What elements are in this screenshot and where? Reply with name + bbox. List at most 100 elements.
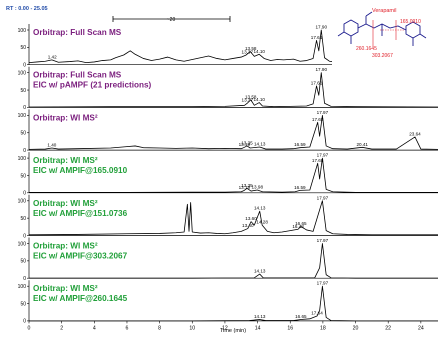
y-tick-label: 50 xyxy=(20,131,26,137)
x-tick-label: 18 xyxy=(320,325,326,331)
peak-label: 13.19 xyxy=(239,185,251,190)
y-tick-label: 50 xyxy=(20,173,26,179)
panel-title: EIC w/ AMPIF@260.1645 xyxy=(33,294,128,303)
chromatogram-trace xyxy=(28,72,439,108)
span-bracket xyxy=(112,16,231,22)
peak-label: 13.58 xyxy=(245,46,257,51)
fragment-label: 260.1645 xyxy=(356,46,377,52)
panel-title: EIC w/ AMPIF@303.2067 xyxy=(33,252,128,261)
y-tick-label: 100 xyxy=(18,241,27,247)
y-tick-label: 100 xyxy=(18,156,27,162)
peak-label: 13.35 xyxy=(241,183,253,188)
peak-label: 16.48 xyxy=(292,224,304,229)
x-tick-label: 16 xyxy=(287,325,293,331)
peak-label: 13.37 xyxy=(242,49,254,54)
chromatogram-panel: 0501001.4213.3713.5814.1017.6117.9023.66… xyxy=(18,24,439,69)
peak-label: 13.98 xyxy=(252,185,264,190)
chromatogram-trace xyxy=(28,29,439,65)
panel-title: Orbitrap: Full Scan MS xyxy=(33,28,122,37)
verapamil-structure xyxy=(332,6,438,68)
y-tick-label: 50 xyxy=(20,259,26,265)
x-tick-label: 2 xyxy=(60,325,63,331)
peak-label: 16.59 xyxy=(294,185,306,190)
peak-label: 17.97 xyxy=(317,238,329,243)
x-tick-label: 10 xyxy=(189,325,195,331)
peak-label: 13.60 xyxy=(245,216,257,221)
x-tick-label: 4 xyxy=(93,325,96,331)
panel-title: Orbitrap: Full Scan MS xyxy=(33,71,122,80)
fragment-label: 303.2067 xyxy=(372,53,393,59)
x-tick-label: 12 xyxy=(222,325,228,331)
peak-label: 16.65 xyxy=(295,221,307,226)
peak-label: 13.37 xyxy=(242,98,254,103)
y-tick-label: 0 xyxy=(23,148,26,154)
y-tick-label: 0 xyxy=(23,319,26,325)
x-tick-label: 20 xyxy=(353,325,359,331)
peak-label: 14.13 xyxy=(254,314,266,319)
y-tick-label: 100 xyxy=(18,113,27,119)
panel-title: Orbitrap: WI MS² xyxy=(33,156,98,165)
x-tick-label: 22 xyxy=(385,325,391,331)
compound-name: Verapamil xyxy=(372,8,396,14)
peak-label: 16.65 xyxy=(295,314,307,319)
peak-label: 17.97 xyxy=(317,195,329,200)
panel-title: Orbitrap: WI MS² xyxy=(33,284,98,293)
chromatogram-trace xyxy=(28,200,438,236)
peak-label: 13.58 xyxy=(245,94,257,99)
panels: 0501001.4213.3713.5814.1017.6117.9023.66… xyxy=(18,24,439,325)
chromatogram-trace xyxy=(29,285,438,322)
y-tick-label: 0 xyxy=(23,233,26,239)
peak-label: 17.97 xyxy=(317,110,329,115)
chromatogram-trace xyxy=(29,243,438,279)
panel-title: EIC w/ pAMPF (21 predictions) xyxy=(33,81,152,90)
rt-range-label: RT : 0.00 - 25.05 xyxy=(6,6,48,12)
y-tick-label: 0 xyxy=(23,105,26,111)
peak-label: 1.40 xyxy=(47,143,56,148)
peak-label: 13.19 xyxy=(239,142,251,147)
x-tick-label: 0 xyxy=(28,325,31,331)
y-tick-label: 50 xyxy=(20,216,26,222)
peak-label: 17.61 xyxy=(311,80,323,85)
panel-title: EIC w/ AMPIF@151.0736 xyxy=(33,209,128,218)
x-tick-label: 24 xyxy=(418,325,424,331)
x-tick-label: 8 xyxy=(158,325,161,331)
peak-label: 17.97 xyxy=(317,281,329,286)
peak-label: 14.13 xyxy=(254,141,266,146)
time-axis: 0 2 4 6 8 10 12 14 16 18 20 22 24 xyxy=(28,320,424,331)
y-tick-label: 50 xyxy=(20,45,26,51)
peak-label: 16.59 xyxy=(294,142,306,147)
y-tick-label: 50 xyxy=(20,88,26,94)
panel-title: Orbitrap: WI MS² xyxy=(33,242,98,251)
peak-label: 17.64 xyxy=(311,311,323,316)
peak-label: 14.10 xyxy=(253,49,265,54)
y-tick-label: 0 xyxy=(23,191,26,197)
peak-label: 17.90 xyxy=(316,25,328,30)
peak-label: 17.61 xyxy=(311,35,323,40)
y-tick-label: 100 xyxy=(18,199,27,205)
peak-label: 13.35 xyxy=(241,140,253,145)
peak-label: 1.42 xyxy=(48,54,57,59)
peak-label: 17.90 xyxy=(316,67,328,72)
y-tick-label: 100 xyxy=(18,71,27,77)
x-tick-label: 14 xyxy=(255,325,261,331)
y-tick-label: 100 xyxy=(18,28,27,34)
peak-label: 14.28 xyxy=(256,220,268,225)
peak-label: 20.41 xyxy=(356,142,368,147)
x-tick-label: 6 xyxy=(126,325,129,331)
fragment-label: 165.0910 xyxy=(400,19,421,25)
peak-label: 14.13 xyxy=(254,206,266,211)
peak-label: 23.64 xyxy=(409,131,421,136)
y-tick-label: 0 xyxy=(23,63,26,69)
panel-title: Orbitrap: WI MS² xyxy=(33,113,98,122)
span-label: ~20 xyxy=(167,17,176,23)
peak-label: 14.10 xyxy=(253,97,265,102)
panel-title: EIC w/ AMPIF@165.0910 xyxy=(33,166,128,175)
chromatogram-trace xyxy=(28,115,439,150)
